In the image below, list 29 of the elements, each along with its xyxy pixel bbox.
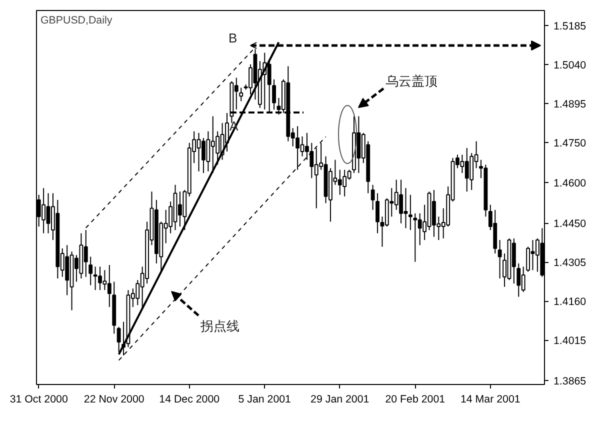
x-tick-label: 5 Jan 2001	[238, 394, 292, 406]
chart-title: GBPUSD,Daily	[40, 14, 113, 26]
candlestick	[88, 256, 93, 286]
y-tick-label: 1.4600	[554, 178, 586, 190]
candlestick	[512, 238, 516, 284]
x-tick-label: 14 Mar 2001	[460, 394, 520, 406]
x-tick-label: 22 Nov 2000	[84, 394, 144, 406]
y-tick-label: 1.5185	[554, 20, 586, 32]
annotation: 拐点线	[200, 318, 240, 334]
x-tick-label: 31 Oct 2000	[10, 394, 68, 406]
y-tick-label: 1.4305	[554, 257, 586, 270]
x-tick-label: 14 Dec 2000	[159, 394, 220, 406]
y-tick-label: 1.4450	[554, 218, 586, 230]
y-tick-label: 1.3865	[554, 375, 586, 388]
candlestick	[370, 184, 375, 210]
y-tick-label: 1.4895	[554, 98, 586, 110]
candlestick	[498, 240, 502, 279]
annotation: B	[228, 30, 238, 46]
y-tick-label: 1.5040	[554, 59, 586, 72]
x-tick-label: 29 Jan 2001	[310, 394, 370, 406]
candlestick	[376, 192, 380, 234]
y-tick-label: 1.4160	[554, 296, 586, 308]
candlestick	[272, 78, 276, 110]
candlestick	[239, 87, 244, 102]
x-tick-label: 20 Feb 2001	[385, 394, 446, 406]
y-tick-label: 1.4750	[554, 137, 586, 150]
annotation: 乌云盖顶	[386, 74, 438, 88]
candlestick	[408, 194, 412, 231]
y-tick-label: 1.4015	[554, 335, 586, 348]
